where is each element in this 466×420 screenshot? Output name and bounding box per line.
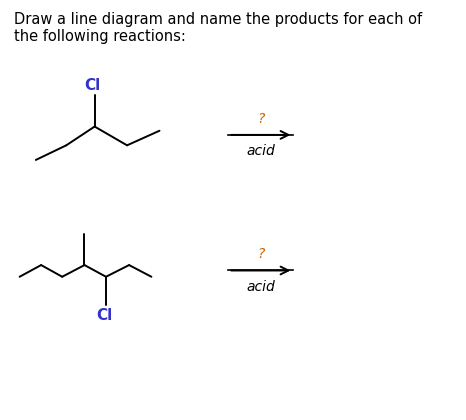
Text: Cl: Cl [84,78,101,93]
Text: ?: ? [257,112,265,126]
Text: Cl: Cl [96,308,112,323]
Text: ?: ? [257,247,265,261]
Text: acid: acid [247,144,275,158]
Text: acid: acid [247,280,275,294]
Text: Draw a line diagram and name the products for each of
the following reactions:: Draw a line diagram and name the product… [14,12,422,44]
